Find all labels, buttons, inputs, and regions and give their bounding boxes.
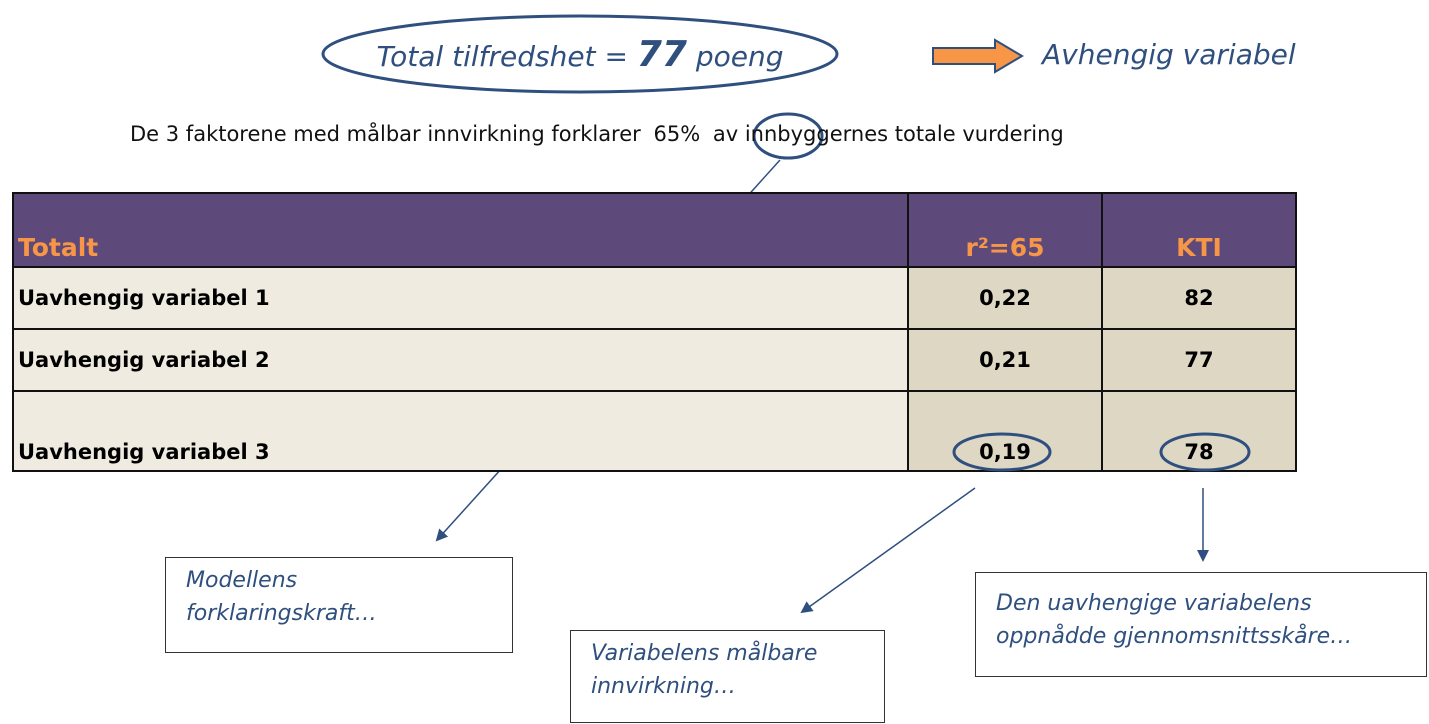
connector <box>800 487 976 614</box>
cell: 0,22 <box>907 266 1103 330</box>
dependent-label: Avhengig variabel <box>1042 38 1296 71</box>
callout-line: forklaringskraft… <box>186 601 377 626</box>
callout-line: Modellens <box>186 568 298 593</box>
subtitle-highlight: 65% <box>653 122 701 146</box>
cell: Uavhengig variabel 3 <box>12 390 909 472</box>
callout: Modellens forklaringskraft… <box>165 557 513 653</box>
cell: 0,19 <box>907 390 1103 472</box>
row: Uavhengig variabel 3 0,19 78 <box>12 390 1297 472</box>
callout-line: Variabelens målbare <box>591 641 818 666</box>
cell: Uavhengig variabel 2 <box>12 328 909 392</box>
header-cell: KTI <box>1101 192 1297 268</box>
arrow <box>932 38 1024 74</box>
score-prefix: Total tilfredshet = <box>376 40 628 73</box>
row: Uavhengig variabel 1 0,22 82 <box>12 266 1297 330</box>
callout: Den uavhengige variabelens oppnådde gjen… <box>975 572 1427 677</box>
callout: Variabelens målbare innvirkning… <box>570 630 885 723</box>
callout-line: oppnådde gjennomsnittsskåre… <box>996 624 1353 649</box>
subtitle: De 3 faktorene med målbar innvirkning fo… <box>130 122 1064 146</box>
highlight-ellipse <box>752 112 824 160</box>
table: Totalt r²=65 KTI Uavhengig variabel 1 0,… <box>12 192 1297 472</box>
row: Uavhengig variabel 2 0,21 77 <box>12 328 1297 392</box>
cell: 78 <box>1101 390 1297 472</box>
subtitle-text: De 3 faktorene med målbar innvirkning fo… <box>130 122 641 146</box>
subtitle-text: av innbyggernes totale vurdering <box>712 122 1064 146</box>
title-ellipse <box>321 14 839 94</box>
cell: 0,21 <box>907 328 1103 392</box>
score: 77 <box>636 34 687 75</box>
total-score: Total tilfredshet = 77 poeng <box>323 34 837 75</box>
header-cell: Totalt <box>12 192 909 268</box>
score-suffix: poeng <box>695 40 784 73</box>
header-cell: r²=65 <box>907 192 1103 268</box>
cell: 82 <box>1101 266 1297 330</box>
callout-line: Den uavhengige variabelens <box>996 591 1312 616</box>
header-row: Totalt r²=65 KTI <box>12 192 1297 268</box>
cell: Uavhengig variabel 1 <box>12 266 909 330</box>
callout-line: innvirkning… <box>591 674 736 699</box>
cell: 77 <box>1101 328 1297 392</box>
